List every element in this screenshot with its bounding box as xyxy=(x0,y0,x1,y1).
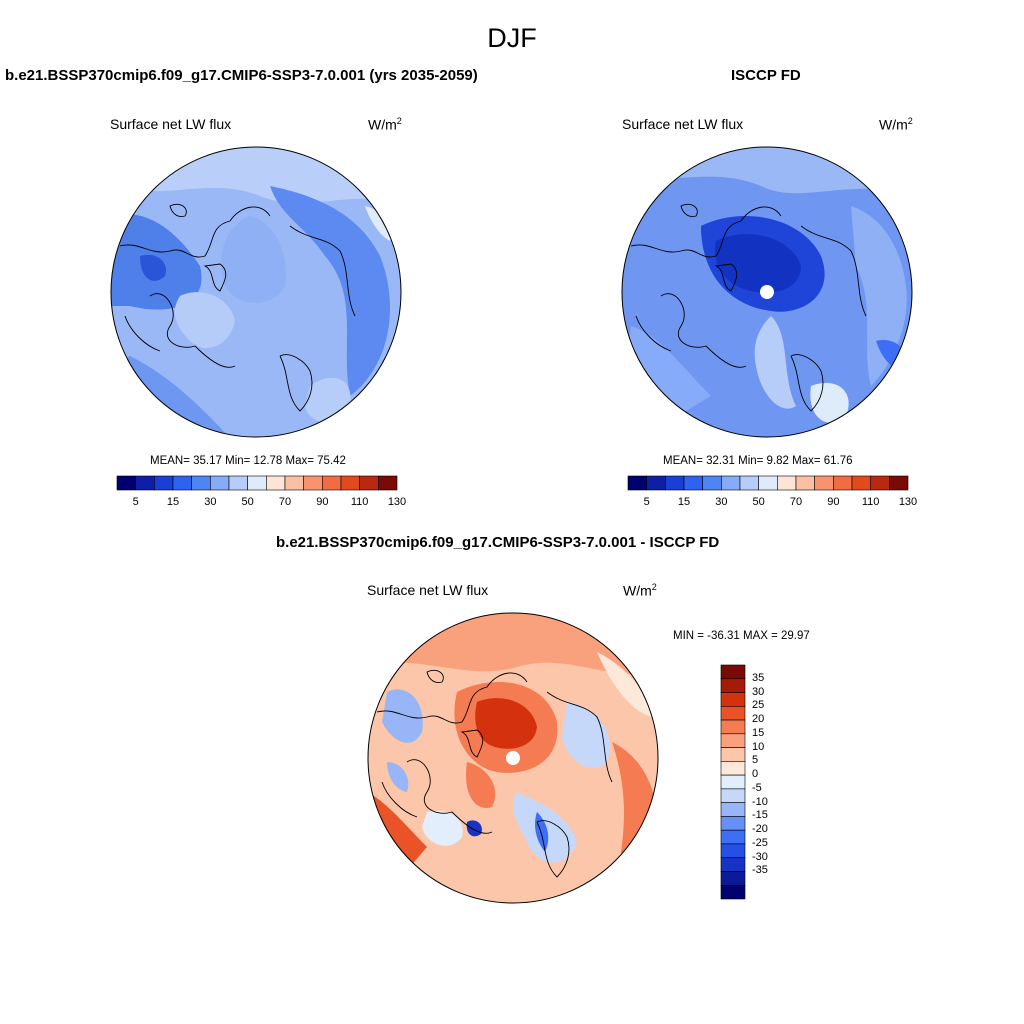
figure-title: DJF xyxy=(487,23,537,53)
colorbar-swatch xyxy=(627,475,647,491)
colorbar-tick-label: 130 xyxy=(387,496,407,508)
panel-2-title: ISCCP FD xyxy=(731,67,801,84)
colorbar-swatch xyxy=(795,475,815,491)
colorbar-swatch xyxy=(720,884,746,900)
colorbar-tick-label: 110 xyxy=(861,496,880,508)
colorbar-tick-label: 10 xyxy=(752,740,765,753)
colorbar-swatch xyxy=(720,692,746,707)
colorbar-tick-label: 0 xyxy=(752,768,759,781)
panel-2-units: W/m2 xyxy=(879,116,913,133)
colorbar-swatch xyxy=(720,843,746,859)
colorbar-swatch xyxy=(665,475,685,491)
panel-2-colorbar xyxy=(627,475,909,491)
colorbar-swatch xyxy=(116,475,136,491)
colorbar-swatch xyxy=(758,475,778,491)
panel-3-colorbar xyxy=(720,664,746,900)
colorbar-tick-label: 35 xyxy=(752,671,765,684)
colorbar-tick-label: -30 xyxy=(752,850,768,863)
colorbar-tick-label: 25 xyxy=(752,699,765,712)
colorbar-swatch xyxy=(247,475,267,491)
colorbar-tick-label: 50 xyxy=(241,496,254,508)
panel-1-variable: Surface net LW flux xyxy=(110,116,232,132)
colorbar-swatch xyxy=(172,475,192,491)
colorbar-tick-label: -25 xyxy=(752,836,768,849)
colorbar-tick-label: -35 xyxy=(752,864,768,877)
panel-1-colorbar xyxy=(116,475,398,491)
colorbar-tick-label: -20 xyxy=(752,823,768,836)
colorbar-swatch xyxy=(814,475,834,491)
colorbar-swatch xyxy=(135,475,155,491)
colorbar-tick-label: 15 xyxy=(752,726,765,739)
colorbar-swatch xyxy=(340,475,360,491)
colorbar-tick-label: -5 xyxy=(752,781,762,794)
colorbar-swatch xyxy=(228,475,248,491)
colorbar-tick-label: 30 xyxy=(752,685,765,698)
colorbar-swatch xyxy=(378,475,398,491)
colorbar-tick-label: 5 xyxy=(132,496,139,508)
panel-1-polar-map xyxy=(110,146,402,438)
colorbar-tick-label: 5 xyxy=(752,754,759,767)
colorbar-swatch xyxy=(720,664,746,680)
colorbar-tick-label: 90 xyxy=(827,496,840,508)
colorbar-swatch xyxy=(721,475,741,491)
colorbar-tick-label: 130 xyxy=(898,496,918,508)
panel-2-polar-map xyxy=(621,146,913,438)
panel-2-variable: Surface net LW flux xyxy=(622,116,744,132)
colorbar-swatch xyxy=(266,475,286,491)
colorbar-swatch xyxy=(683,475,703,491)
panel-1-units: W/m2 xyxy=(368,116,402,133)
colorbar-swatch xyxy=(777,475,797,491)
colorbar-swatch xyxy=(191,475,211,491)
colorbar-swatch xyxy=(720,747,746,762)
colorbar-swatch xyxy=(359,475,379,491)
colorbar-tick-label: 110 xyxy=(350,496,369,508)
colorbar-swatch xyxy=(720,774,746,790)
colorbar-tick-label: 70 xyxy=(278,496,292,508)
colorbar-tick-label: -10 xyxy=(752,795,768,808)
colorbar-swatch xyxy=(154,475,174,491)
colorbar-swatch xyxy=(720,871,746,886)
colorbar-swatch xyxy=(284,475,304,491)
panel-1-title: b.e21.BSSP370cmip6.f09_g17.CMIP6-SSP3-7.… xyxy=(5,67,478,84)
colorbar-swatch xyxy=(720,829,746,845)
colorbar-tick-label: 30 xyxy=(715,496,728,508)
panel-3-title: b.e21.BSSP370cmip6.f09_g17.CMIP6-SSP3-7.… xyxy=(276,534,720,551)
colorbar-swatch xyxy=(720,816,746,831)
panel-3-variable: Surface net LW flux xyxy=(367,582,489,598)
colorbar-swatch xyxy=(720,788,746,803)
colorbar-tick-label: 30 xyxy=(204,496,217,508)
colorbar-swatch xyxy=(851,475,871,491)
colorbar-swatch xyxy=(720,733,746,748)
colorbar-tick-label: -15 xyxy=(752,809,768,822)
panel-3-stats: MIN = -36.31 MAX = 29.97 xyxy=(673,630,810,642)
colorbar-swatch xyxy=(303,475,323,491)
colorbar-swatch xyxy=(720,678,746,693)
colorbar-swatch xyxy=(720,761,746,776)
colorbar-tick-label: 15 xyxy=(166,496,180,508)
colorbar-tick-label: 50 xyxy=(752,496,765,508)
colorbar-swatch xyxy=(720,705,746,721)
colorbar-tick-label: 20 xyxy=(752,713,765,726)
colorbar-swatch xyxy=(889,475,909,491)
colorbar-swatch xyxy=(870,475,890,491)
colorbar-tick-label: 5 xyxy=(643,496,650,508)
colorbar-swatch xyxy=(720,719,746,735)
panel-3-units: W/m2 xyxy=(623,582,657,599)
colorbar-swatch xyxy=(322,475,342,491)
colorbar-swatch xyxy=(210,475,230,491)
colorbar-swatch xyxy=(720,857,746,872)
panel-3-polar-map xyxy=(367,612,659,904)
colorbar-swatch xyxy=(646,475,666,491)
colorbar-tick-label: 15 xyxy=(677,496,691,508)
panel-1-stats: MEAN= 35.17 Min= 12.78 Max= 75.42 xyxy=(150,455,346,467)
colorbar-tick-label: 90 xyxy=(316,496,329,508)
colorbar-tick-label: 70 xyxy=(789,496,803,508)
colorbar-swatch xyxy=(833,475,853,491)
colorbar-swatch xyxy=(720,802,746,817)
panel-2-stats: MEAN= 32.31 Min= 9.82 Max= 61.76 xyxy=(663,455,853,467)
colorbar-swatch xyxy=(739,475,759,491)
colorbar-swatch xyxy=(702,475,722,491)
